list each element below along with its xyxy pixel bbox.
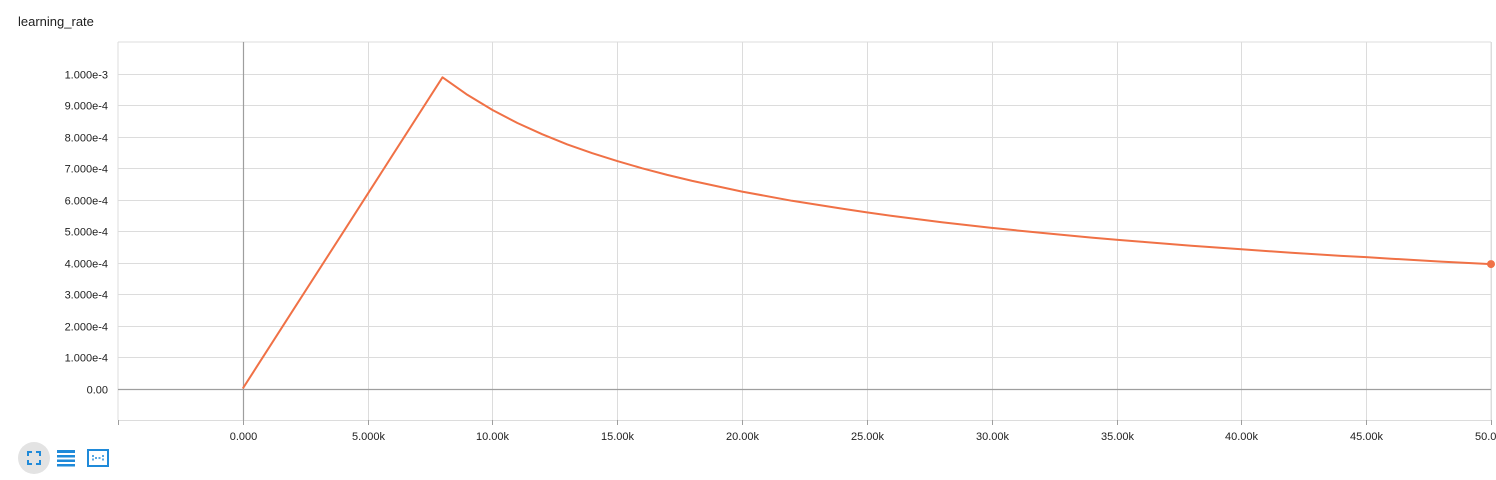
fullscreen-button[interactable] xyxy=(18,442,50,474)
series-line-learning-rate xyxy=(241,76,1492,390)
chart-toolbar xyxy=(18,442,114,474)
y-tick-label: 1.000e-3 xyxy=(65,70,108,82)
log-scale-button[interactable] xyxy=(50,442,82,474)
chart-title: learning_rate xyxy=(18,14,94,29)
series-end-marker xyxy=(1487,260,1495,269)
x-tick-label: 5.000k xyxy=(352,431,386,440)
x-tick-label: 0.000 xyxy=(230,431,258,440)
y-tick-label: 4.000e-4 xyxy=(65,259,108,271)
learning-rate-chart[interactable]: 0.00 1.000e-4 2.000e-4 3.000e-4 4.000e-4 5.00… xyxy=(0,0,1496,440)
x-tick-label: 40.00k xyxy=(1225,431,1259,440)
x-tick-label: 50.00k xyxy=(1475,431,1496,440)
axes xyxy=(118,42,1492,425)
y-grid xyxy=(118,41,1491,358)
y-tick-labels: 0.00 1.000e-4 2.000e-4 3.000e-4 4.000e-4 5.00… xyxy=(65,70,108,397)
x-tick-label: 20.00k xyxy=(726,431,760,440)
series-layer xyxy=(241,76,1495,390)
y-tick-label: 7.000e-4 xyxy=(65,164,108,176)
x-tick-label: 35.00k xyxy=(1101,431,1135,440)
y-tick-label: 3.000e-4 xyxy=(65,290,108,302)
y-tick-label: 0.00 xyxy=(87,385,108,397)
fit-domain-button[interactable] xyxy=(82,442,114,474)
x-tick-label: 10.00k xyxy=(476,431,510,440)
y-tick-label: 6.000e-4 xyxy=(65,196,108,208)
fit-domain-icon xyxy=(87,449,109,467)
x-tick-label: 45.00k xyxy=(1350,431,1384,440)
x-tick-label: 15.00k xyxy=(601,431,635,440)
x-tick-labels: 0.000 5.000k 10.00k 15.00k 20.00k 25.00k 30.00… xyxy=(230,431,1496,440)
y-tick-label: 5.000e-4 xyxy=(65,227,108,239)
x-tick-label: 30.00k xyxy=(976,431,1010,440)
y-tick-label: 8.000e-4 xyxy=(65,133,108,145)
y-tick-label: 9.000e-4 xyxy=(65,101,108,113)
y-tick-label: 1.000e-4 xyxy=(65,353,108,365)
fullscreen-icon xyxy=(27,451,41,465)
x-tick-label: 25.00k xyxy=(851,431,885,440)
log-scale-list-icon xyxy=(57,450,75,467)
y-tick-label: 2.000e-4 xyxy=(65,322,108,334)
